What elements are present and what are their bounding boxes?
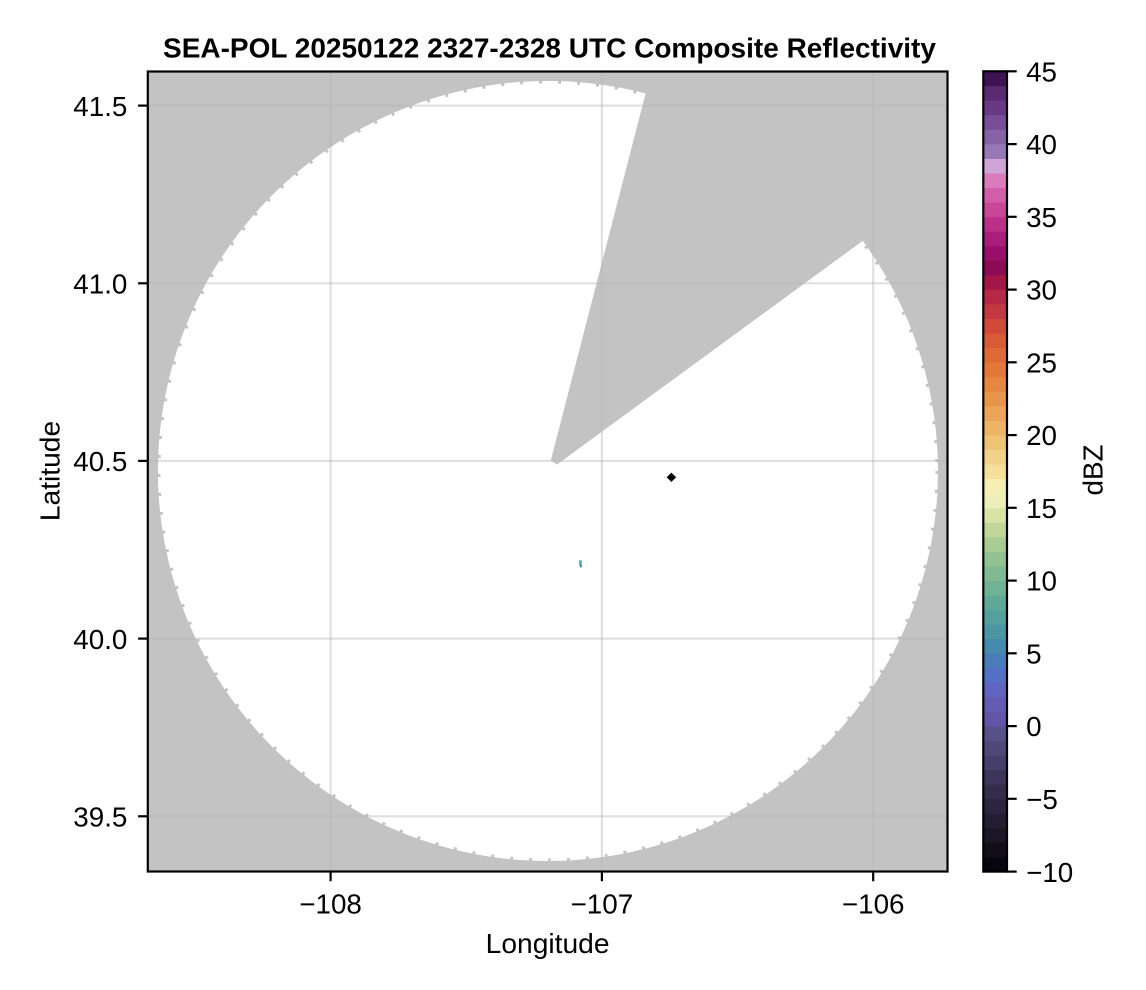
- svg-text:−5: −5: [1026, 784, 1058, 815]
- svg-text:0: 0: [1026, 711, 1041, 742]
- svg-text:Longitude: Longitude: [486, 927, 610, 959]
- svg-text:41.0: 41.0: [73, 268, 127, 299]
- svg-text:−107: −107: [571, 888, 634, 919]
- svg-text:30: 30: [1026, 275, 1057, 306]
- svg-text:15: 15: [1026, 493, 1057, 524]
- svg-text:40.5: 40.5: [73, 446, 127, 477]
- svg-text:20: 20: [1026, 420, 1057, 451]
- svg-text:Latitude: Latitude: [34, 421, 66, 521]
- svg-text:40: 40: [1026, 129, 1057, 160]
- svg-text:10: 10: [1026, 566, 1057, 597]
- svg-text:−106: −106: [842, 888, 905, 919]
- svg-text:39.5: 39.5: [73, 801, 127, 832]
- svg-text:35: 35: [1026, 202, 1057, 233]
- svg-text:SEA-POL 20250122 2327-2328 UTC: SEA-POL 20250122 2327-2328 UTC Composite…: [163, 33, 936, 64]
- svg-text:−108: −108: [299, 888, 362, 919]
- svg-text:5: 5: [1026, 639, 1041, 670]
- svg-text:41.5: 41.5: [73, 91, 127, 122]
- svg-text:−10: −10: [1026, 857, 1073, 888]
- svg-text:dBZ: dBZ: [1078, 444, 1109, 495]
- svg-text:25: 25: [1026, 348, 1057, 379]
- svg-text:40.0: 40.0: [73, 624, 127, 655]
- svg-text:45: 45: [1026, 57, 1057, 88]
